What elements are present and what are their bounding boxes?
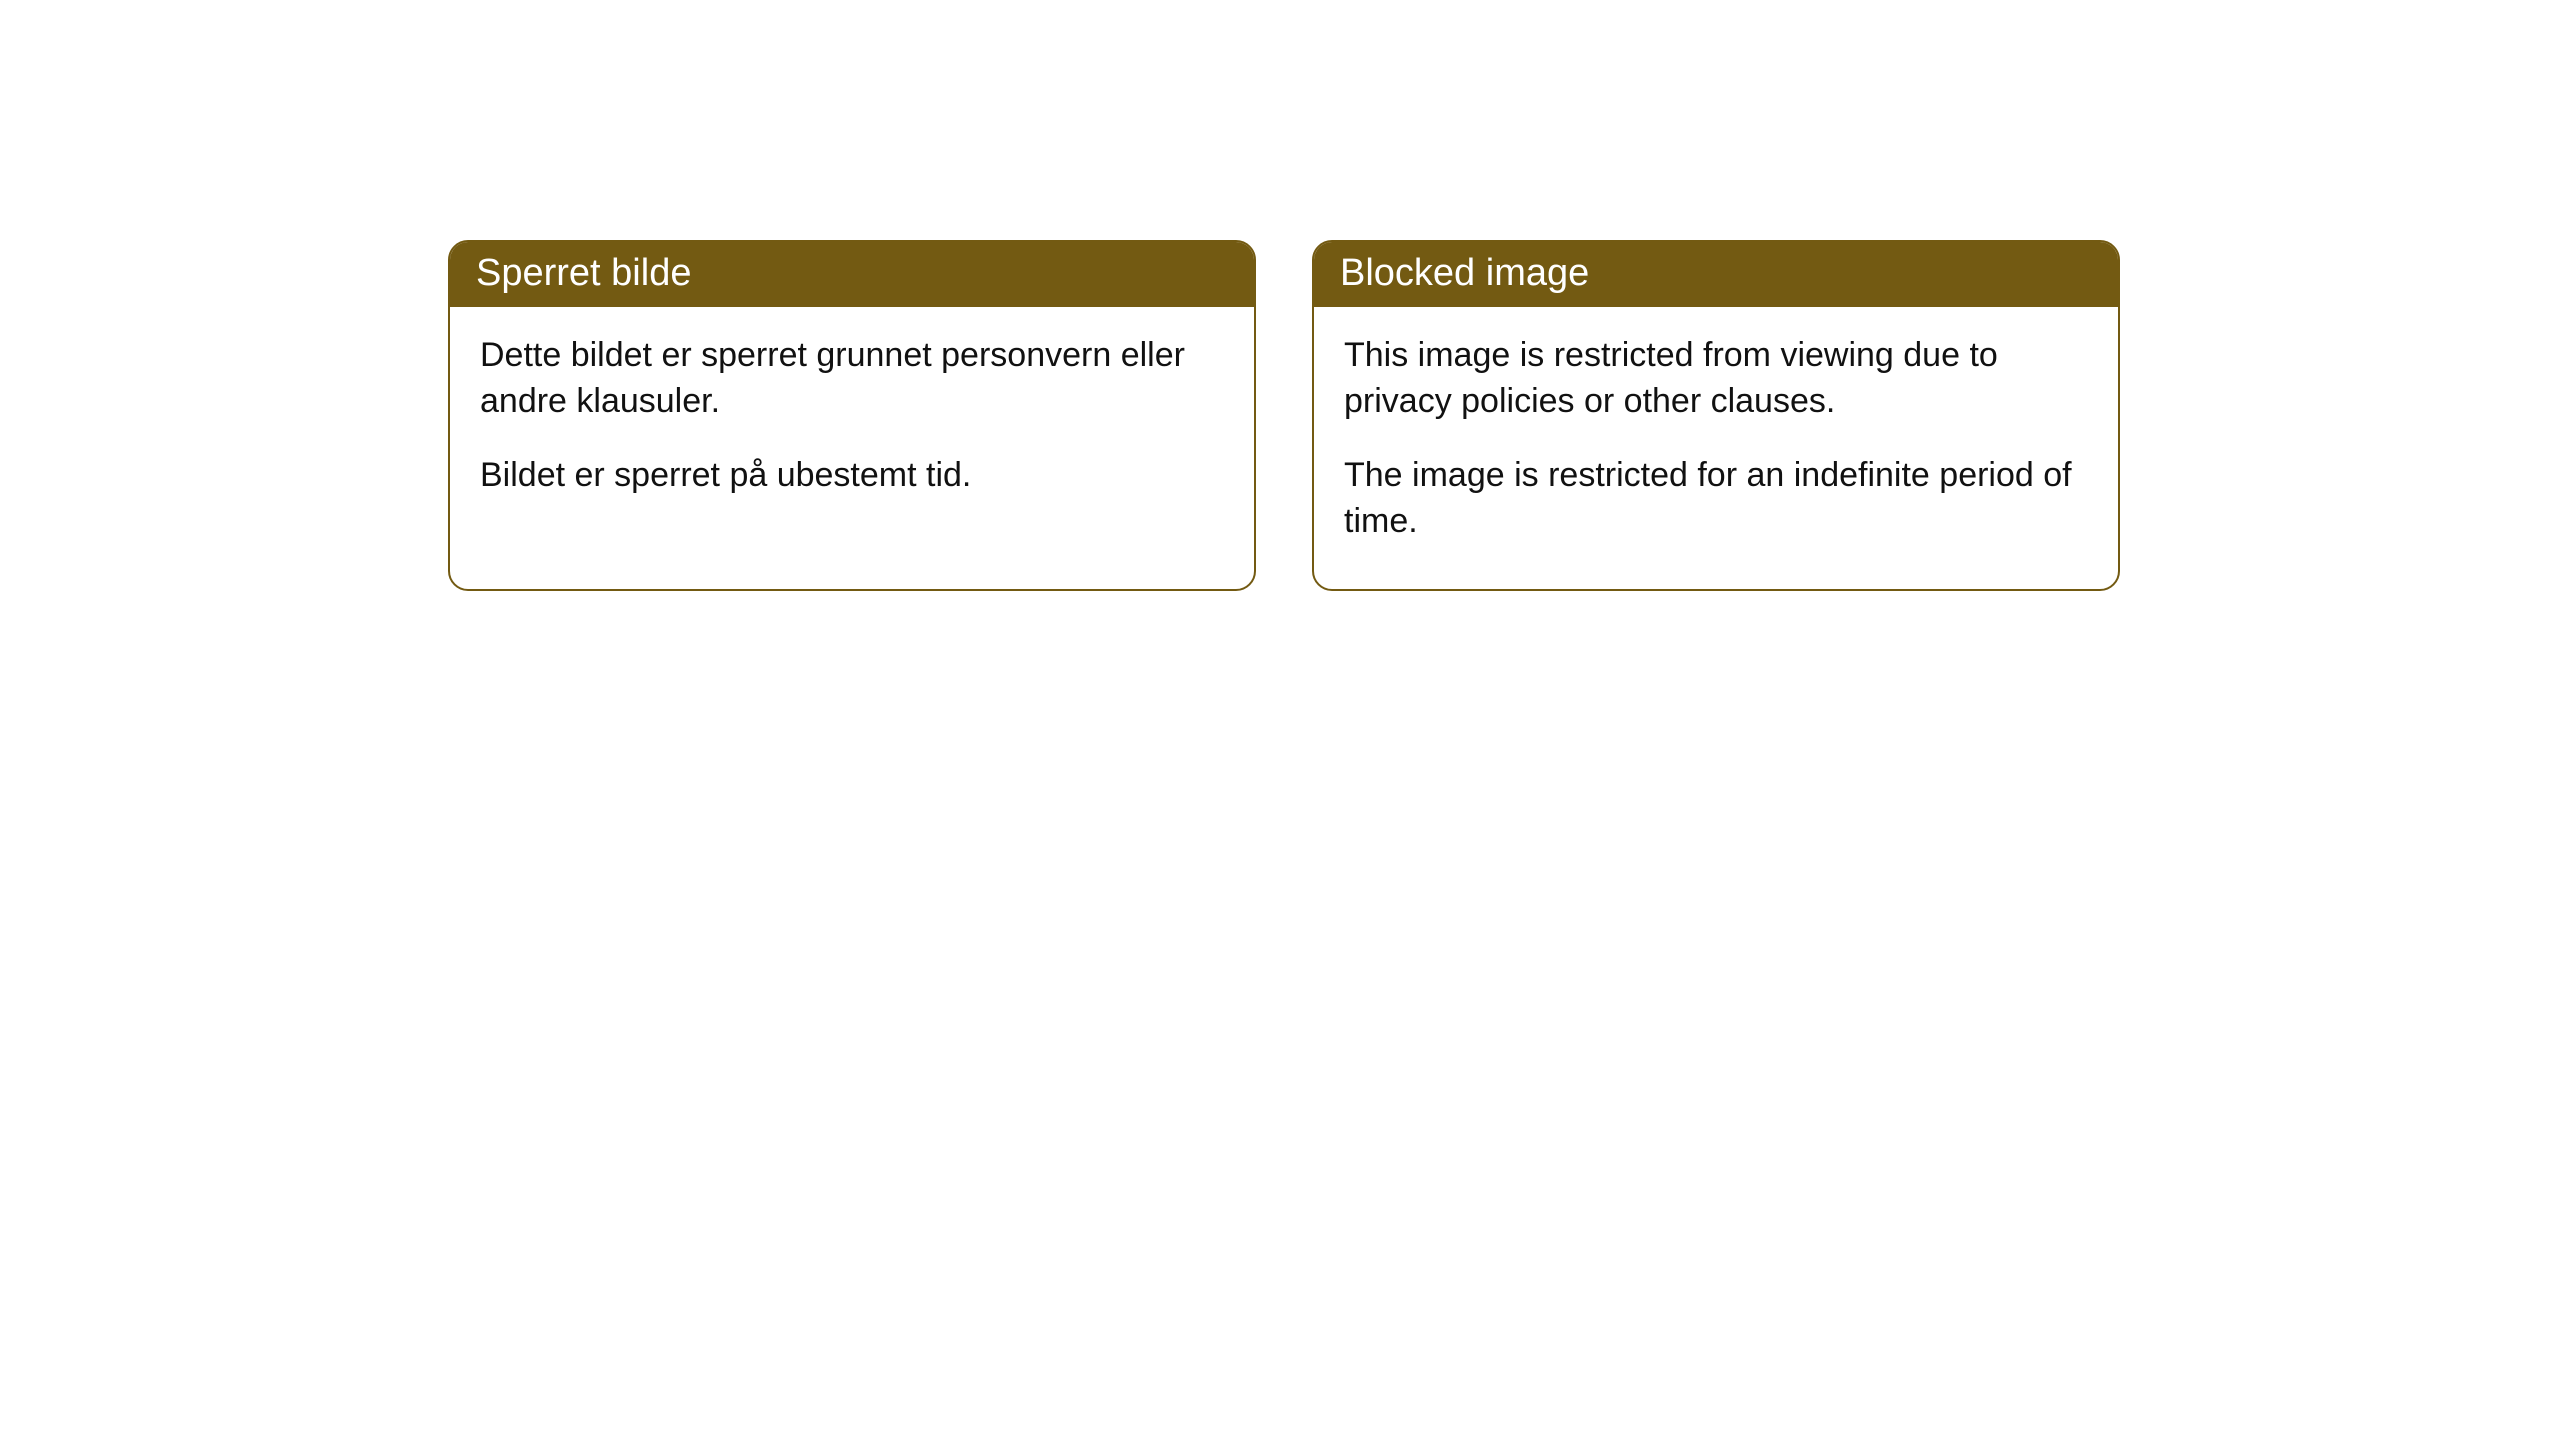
card-paragraph: The image is restricted for an indefinit… — [1344, 453, 2088, 545]
notice-cards-container: Sperret bilde Dette bildet er sperret gr… — [448, 240, 2120, 591]
notice-card-norwegian: Sperret bilde Dette bildet er sperret gr… — [448, 240, 1256, 591]
card-paragraph: Dette bildet er sperret grunnet personve… — [480, 333, 1224, 425]
card-header-english: Blocked image — [1314, 242, 2118, 307]
card-paragraph: This image is restricted from viewing du… — [1344, 333, 2088, 425]
notice-card-english: Blocked image This image is restricted f… — [1312, 240, 2120, 591]
card-paragraph: Bildet er sperret på ubestemt tid. — [480, 453, 1224, 499]
card-title: Blocked image — [1340, 252, 1589, 294]
card-header-norwegian: Sperret bilde — [450, 242, 1254, 307]
card-body-english: This image is restricted from viewing du… — [1314, 307, 2118, 589]
card-title: Sperret bilde — [476, 252, 691, 294]
card-body-norwegian: Dette bildet er sperret grunnet personve… — [450, 307, 1254, 543]
